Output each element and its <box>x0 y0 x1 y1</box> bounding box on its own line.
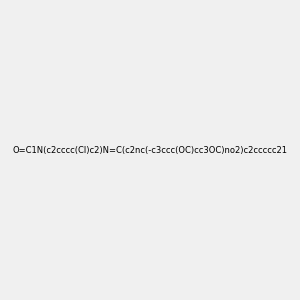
Text: O=C1N(c2cccc(Cl)c2)N=C(c2nc(-c3ccc(OC)cc3OC)no2)c2ccccc21: O=C1N(c2cccc(Cl)c2)N=C(c2nc(-c3ccc(OC)cc… <box>13 146 287 154</box>
